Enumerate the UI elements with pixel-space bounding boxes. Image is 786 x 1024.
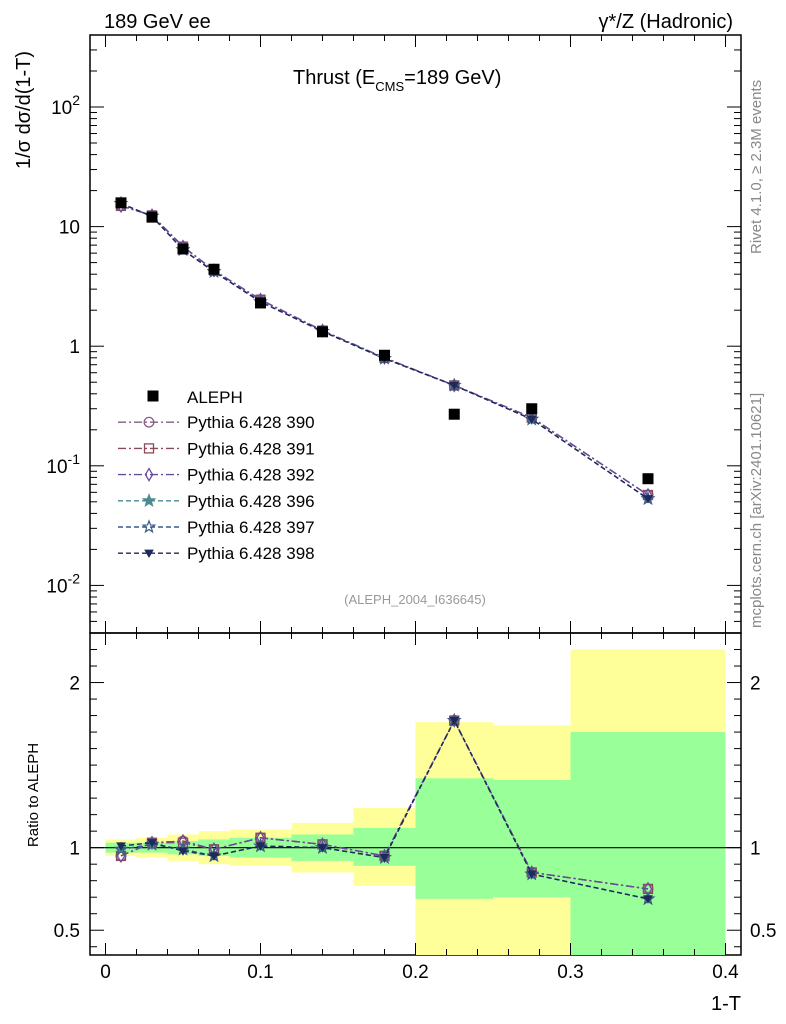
ratio-point <box>255 842 266 851</box>
series-aleph-data <box>115 197 654 485</box>
data-point <box>146 211 158 223</box>
series-line <box>120 205 649 496</box>
ratio-point <box>526 870 537 879</box>
data-point <box>317 326 328 338</box>
series-line <box>120 202 649 500</box>
legend-marker <box>143 443 155 454</box>
x-tick-label: 0.2 <box>402 962 428 983</box>
legend-label: Pythia 6.428 396 <box>187 492 315 511</box>
ratio-point <box>147 839 157 848</box>
ratio-tick-label-right: 1 <box>750 839 761 860</box>
legend-marker <box>143 416 155 428</box>
mcplots-label: mcplots.cern.ch [arXiv:2401.10621] <box>748 393 765 628</box>
legend: ALEPH Pythia 6.428 390 Pythia 6.428 391 Pyt… <box>118 388 315 563</box>
series-point <box>526 415 537 425</box>
ratio-tick-label-right: 2 <box>750 674 761 695</box>
legend-label: Pythia 6.428 397 <box>187 518 315 537</box>
ratio-tick-label: 1 <box>69 839 80 860</box>
analysis-tag: (ALEPH_2004_I636645) <box>344 592 486 607</box>
data-point <box>448 408 460 420</box>
band-green-7 <box>415 778 493 899</box>
legend-marker-aleph <box>147 390 159 402</box>
legend-marker <box>141 519 157 534</box>
ratio-tick-label-right: 0.5 <box>750 921 776 942</box>
y-tick-label: 10-2 <box>46 570 80 597</box>
ratio-point <box>317 844 328 853</box>
data-point <box>255 297 266 309</box>
ratio-line <box>120 718 649 900</box>
band-green-9 <box>570 732 726 955</box>
x-tick-label: 0 <box>100 962 111 983</box>
legend-marker <box>141 493 157 508</box>
series-point <box>449 381 460 391</box>
ratio-tick-label: 2 <box>69 674 80 695</box>
data-point <box>379 349 390 361</box>
ratio-point <box>116 842 126 851</box>
y-tick-label: 10 <box>59 218 80 239</box>
ratio-point <box>379 853 390 863</box>
legend-marker <box>144 467 154 482</box>
legend-label-aleph: ALEPH <box>187 388 243 407</box>
legend-marker <box>144 549 154 558</box>
x-axis-label: 1-T <box>711 993 741 1015</box>
rivet-label: Rivet 4.1.0, ≥ 2.3M events <box>748 80 765 254</box>
legend-label: Pythia 6.428 390 <box>187 413 315 432</box>
ratio-point <box>178 847 188 856</box>
x-tick-label: 0.1 <box>247 962 273 983</box>
legend-label: Pythia 6.428 398 <box>187 544 315 563</box>
chart-title: Thrust (ECMS=189 GeV) <box>293 67 501 94</box>
ratio-point <box>643 895 653 904</box>
ratio-tick-label: 0.5 <box>54 921 80 942</box>
legend-label: Pythia 6.428 392 <box>187 466 315 485</box>
series-point <box>643 495 653 504</box>
y-tick-label: 10-1 <box>46 451 80 478</box>
ratio-point <box>209 852 219 861</box>
y-tick-label: 102 <box>51 92 80 119</box>
y-tick-label: 1 <box>69 337 80 358</box>
data-point <box>526 403 538 415</box>
header-right: γ*/Z (Hadronic) <box>599 11 733 33</box>
ratio-point <box>449 716 460 726</box>
x-tick-label: 0.4 <box>712 962 739 983</box>
legend-label: Pythia 6.428 391 <box>187 439 315 458</box>
y-axis-label: 1/σ dσ/d(1-T) <box>13 51 35 169</box>
x-tick-label: 0.3 <box>557 962 583 983</box>
data-point <box>208 263 220 275</box>
header-left: 189 GeV ee <box>104 11 211 33</box>
data-point <box>177 243 189 255</box>
data-point <box>642 473 654 485</box>
ratio-point <box>113 841 129 856</box>
data-point <box>115 197 127 209</box>
ratio-axis-label: Ratio to ALEPH <box>25 743 42 847</box>
